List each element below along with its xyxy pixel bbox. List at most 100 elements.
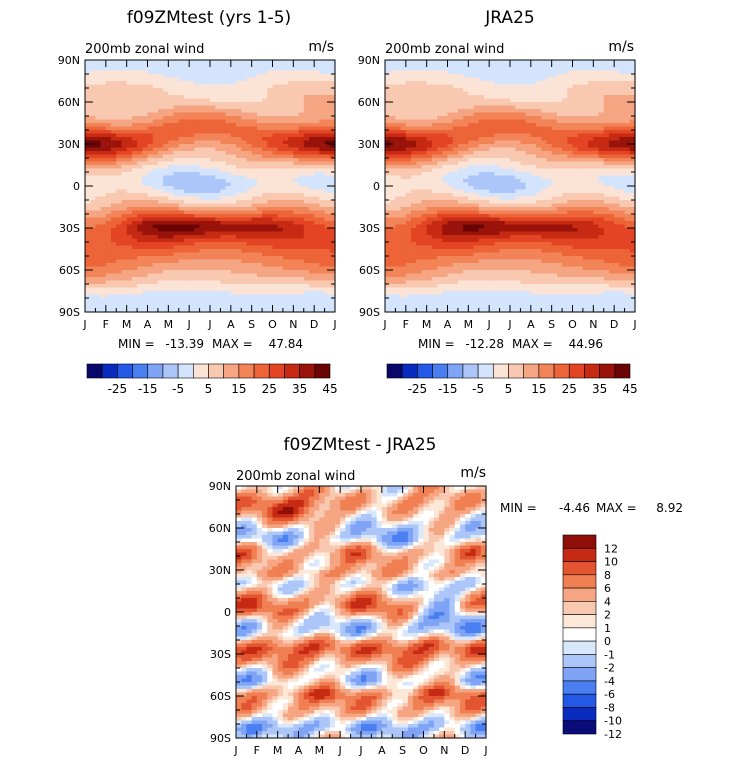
contour-cell <box>215 242 222 247</box>
contour-cell <box>298 116 305 121</box>
contour-cell <box>619 91 626 96</box>
contour-cell <box>126 154 133 159</box>
x-tick-label: J <box>82 318 86 331</box>
contour-cell <box>308 144 315 149</box>
contour-cell <box>157 165 164 170</box>
contour-cell <box>515 105 522 110</box>
contour-cell <box>303 102 310 107</box>
contour-cell <box>173 102 180 107</box>
contour-cell <box>390 133 397 138</box>
contour-cell <box>220 200 227 205</box>
contour-cell <box>293 165 300 170</box>
contour-cell <box>308 263 315 268</box>
contour-cell <box>577 60 584 65</box>
contour-cell <box>614 95 620 100</box>
contour-cell <box>100 151 107 156</box>
contour-cell <box>152 147 159 152</box>
contour-cell <box>163 144 169 149</box>
contour-cell <box>494 133 501 138</box>
contour-cell <box>142 210 149 215</box>
contour-cell <box>126 144 133 149</box>
contour-cell <box>121 308 128 313</box>
contour-cell <box>421 81 428 86</box>
contour-cell <box>567 91 574 96</box>
contour-cell <box>147 105 154 110</box>
contour-cell <box>298 74 305 79</box>
contour-cell <box>267 126 274 131</box>
contour-cell <box>100 249 107 254</box>
contour-cell <box>416 63 423 68</box>
contour-cell <box>100 270 107 275</box>
contour-cell <box>90 245 97 250</box>
contour-cell <box>121 147 128 152</box>
contour-cell <box>288 133 294 138</box>
contour-cell <box>494 116 501 121</box>
contour-cell <box>298 63 305 68</box>
contour-cell <box>204 133 211 138</box>
contour-cell <box>90 294 97 299</box>
contour-cell <box>288 116 294 121</box>
contour-cell <box>142 140 149 145</box>
contour-cell <box>395 140 402 145</box>
contour-cell <box>168 116 175 121</box>
contour-cell <box>230 175 237 180</box>
contour-cell <box>405 140 412 145</box>
contour-cell <box>111 196 117 201</box>
contour-cell <box>215 207 222 212</box>
contour-cell <box>163 259 169 264</box>
contour-cell <box>308 140 315 145</box>
contour-cell <box>277 74 284 79</box>
contour-cell <box>562 133 568 138</box>
contour-cell <box>147 63 154 68</box>
contour-cell <box>468 70 475 75</box>
contour-cell <box>588 109 594 114</box>
contour-cell <box>405 77 412 82</box>
contour-cell <box>189 224 195 229</box>
contour-cell <box>100 203 107 208</box>
contour-cell <box>468 112 475 117</box>
contour-cell <box>293 81 300 86</box>
contour-cell <box>157 182 164 187</box>
contour-cell <box>324 105 331 110</box>
contour-cell <box>624 91 631 96</box>
contour-cell <box>256 287 263 292</box>
contour-cell <box>329 277 336 282</box>
contour-cell <box>426 81 433 86</box>
contour-cell <box>251 81 258 86</box>
contour-cell <box>105 294 112 299</box>
contour-cell <box>230 109 237 114</box>
contour-cell <box>272 259 279 264</box>
contour-cell <box>121 67 128 72</box>
contour-cell <box>494 105 501 110</box>
contour-cell <box>426 84 433 89</box>
contour-cell <box>131 158 138 163</box>
contour-cell <box>282 116 289 121</box>
contour-cell <box>95 203 102 208</box>
contour-cell <box>541 116 548 121</box>
contour-cell <box>303 242 310 247</box>
contour-cell <box>199 259 206 264</box>
contour-cell <box>142 182 149 187</box>
contour-cell <box>147 210 154 215</box>
contour-cell <box>121 287 128 292</box>
contour-cell <box>395 98 402 103</box>
contour-cell <box>168 231 175 236</box>
contour-cell <box>442 105 449 110</box>
contour-cell <box>272 60 279 65</box>
contour-cell <box>241 74 248 79</box>
contour-cell <box>426 144 433 149</box>
contour-cell <box>426 98 433 103</box>
contour-cell <box>277 70 284 75</box>
contour-cell <box>262 210 268 215</box>
contour-cell <box>105 266 112 271</box>
contour-cell <box>225 214 232 219</box>
contour-cell <box>277 291 284 296</box>
contour-cell <box>314 200 320 205</box>
contour-cell <box>288 119 294 124</box>
contour-cell <box>95 277 102 282</box>
contour-cell <box>541 60 548 65</box>
contour-cell <box>314 189 320 194</box>
contour-cell <box>567 116 574 121</box>
max-value: 47.84 <box>269 337 303 351</box>
contour-cell <box>121 270 128 275</box>
